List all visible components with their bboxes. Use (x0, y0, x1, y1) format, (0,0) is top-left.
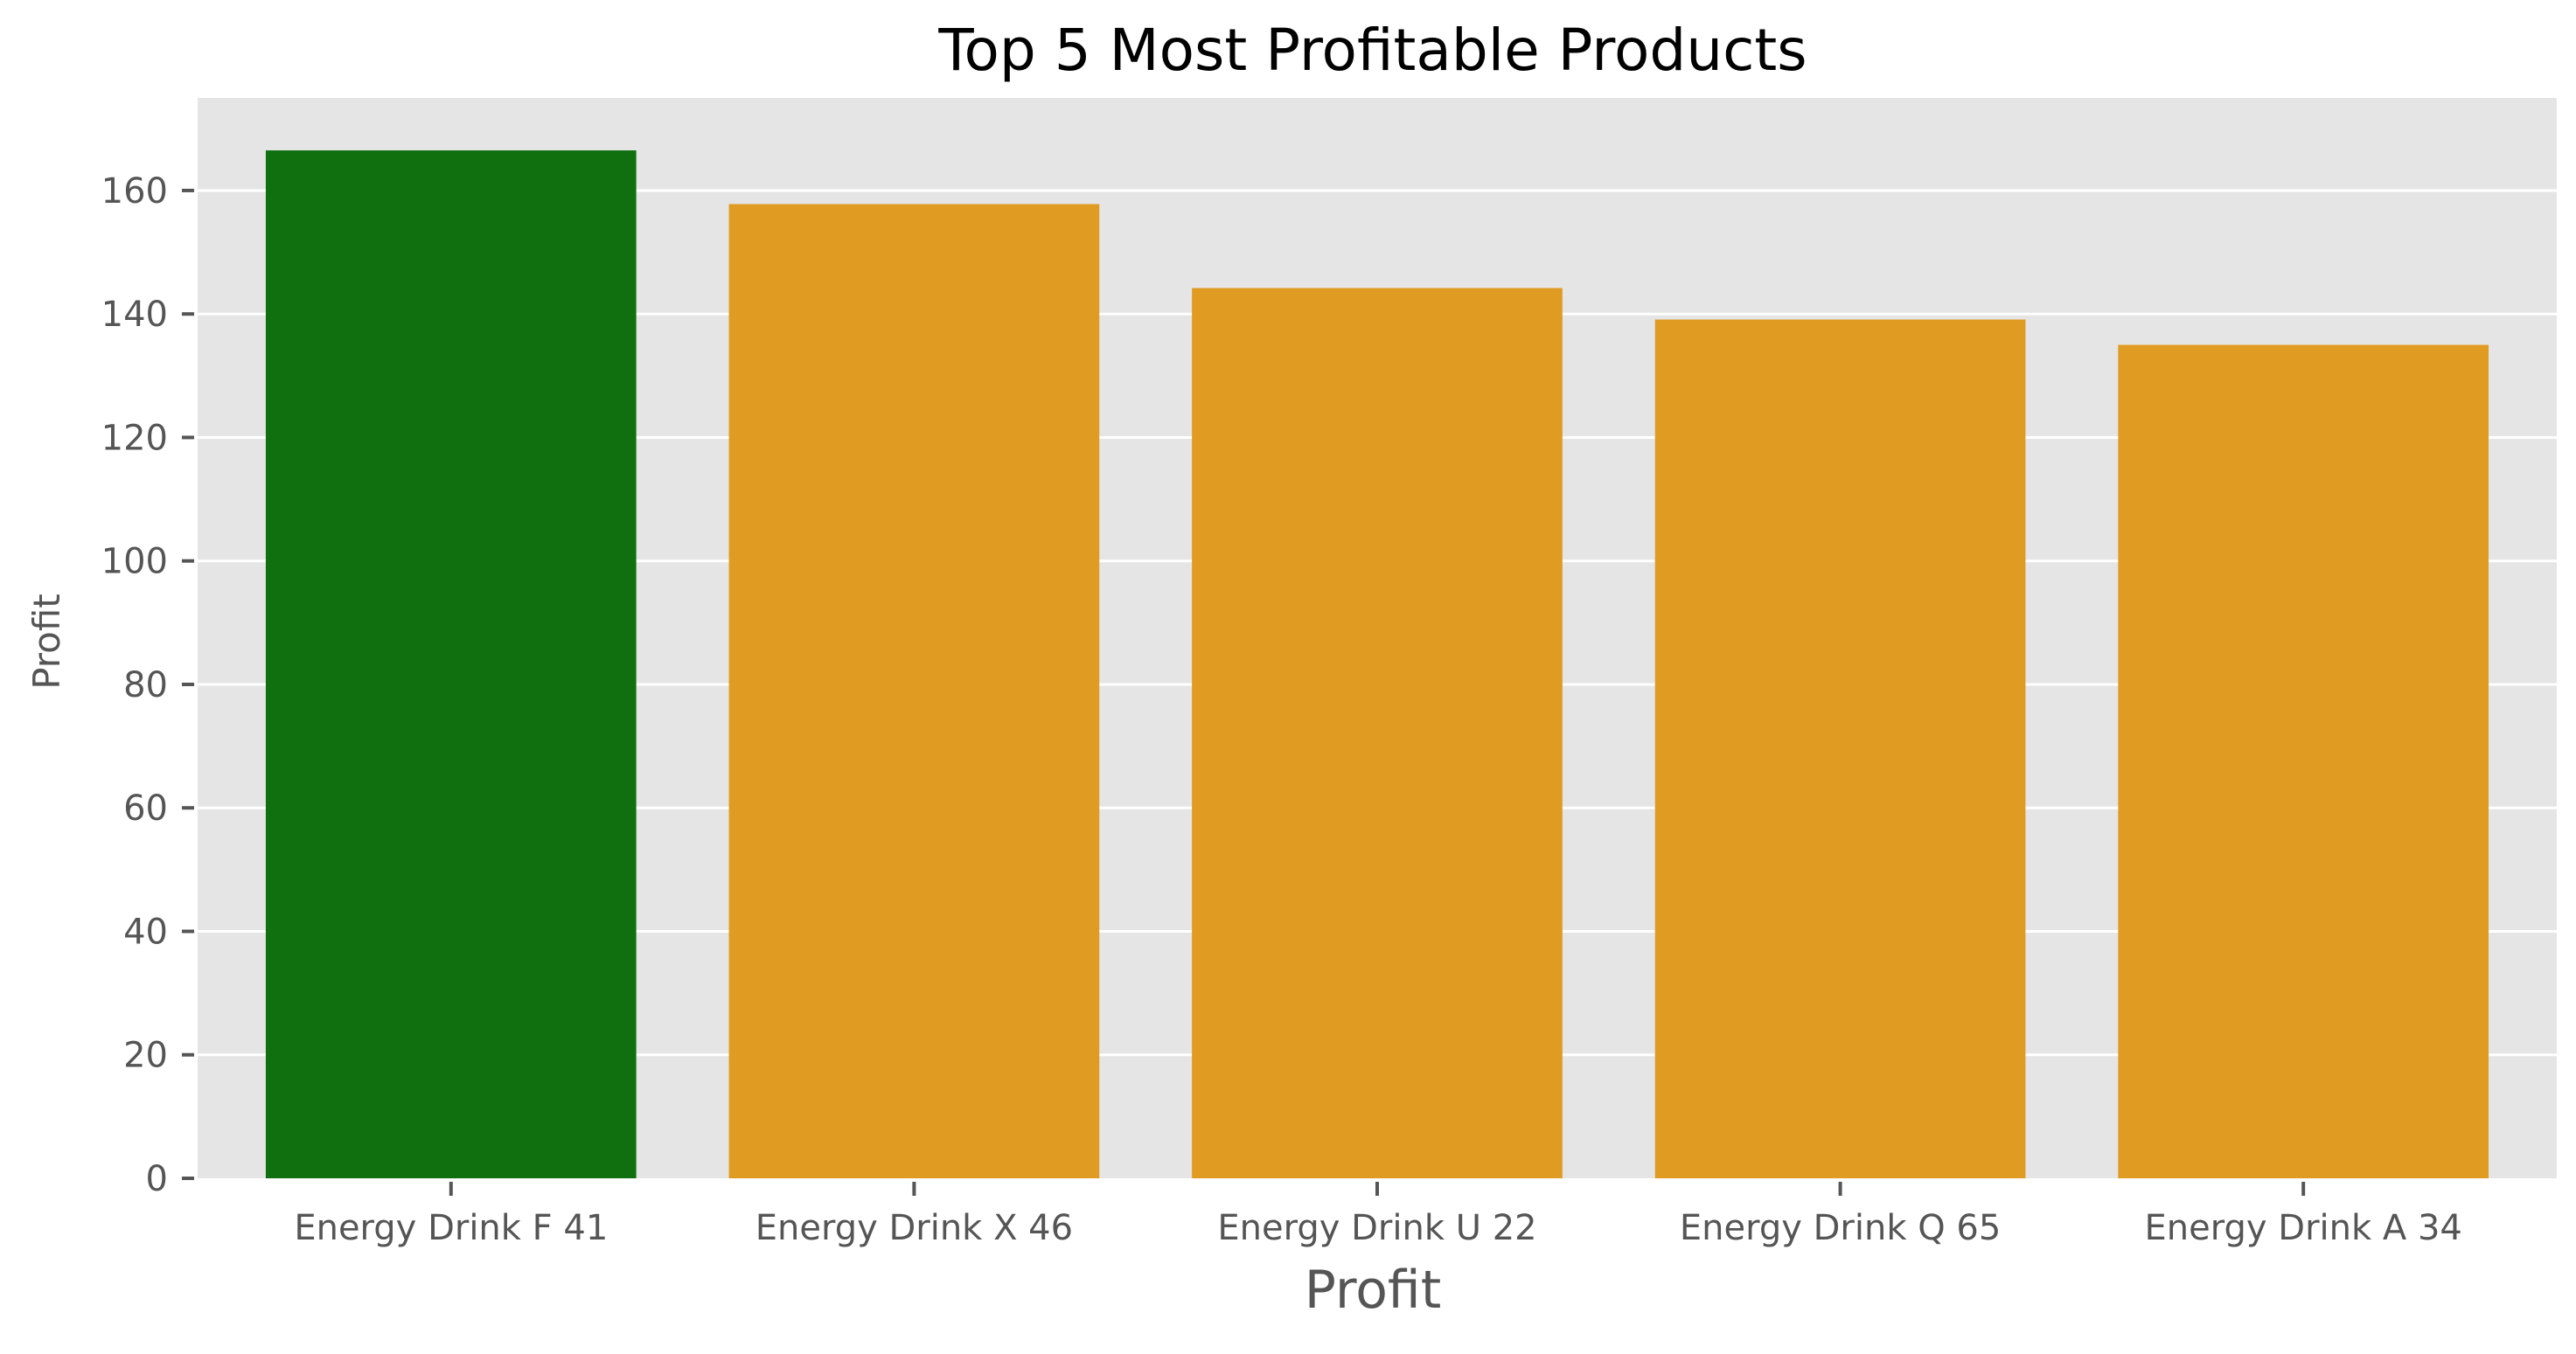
y-axis: 0 20 40 60 80 100 120 140 160 (101, 171, 194, 1199)
bar (2118, 344, 2489, 1178)
y-tick-label: 0 (146, 1159, 168, 1199)
x-tick-label: Energy Drink F 41 (294, 1208, 608, 1248)
y-tick-label: 160 (101, 171, 168, 212)
x-tick-label: Energy Drink Q 65 (1680, 1208, 2001, 1248)
bar (265, 150, 637, 1178)
y-tick-label: 80 (123, 665, 168, 705)
y-tick-label: 140 (101, 295, 168, 335)
chart-title: Top 5 Most Profitable Products (937, 17, 1807, 84)
y-tick-label: 100 (101, 542, 168, 582)
y-tick-label: 120 (101, 418, 168, 458)
x-tick-label: Energy Drink U 22 (1217, 1208, 1536, 1248)
y-tick-label: 20 (123, 1036, 168, 1076)
bars (265, 150, 2489, 1178)
y-axis-label: Profit (25, 594, 68, 690)
bar (1654, 319, 2026, 1178)
y-tick-label: 60 (123, 788, 168, 829)
x-tick-label: Energy Drink A 34 (2145, 1208, 2462, 1248)
x-tick-label: Energy Drink X 46 (755, 1208, 1073, 1248)
bar (1192, 288, 1563, 1178)
x-axis-label: Profit (1305, 1260, 1442, 1321)
y-tick-label: 40 (123, 912, 168, 952)
bar (728, 204, 1100, 1178)
x-axis: Energy Drink F 41 Energy Drink X 46 Energy… (294, 1182, 2462, 1248)
